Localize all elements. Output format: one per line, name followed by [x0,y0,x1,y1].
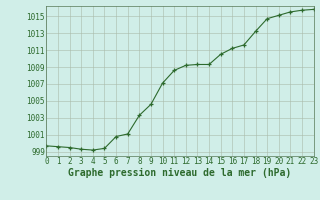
X-axis label: Graphe pression niveau de la mer (hPa): Graphe pression niveau de la mer (hPa) [68,168,292,178]
